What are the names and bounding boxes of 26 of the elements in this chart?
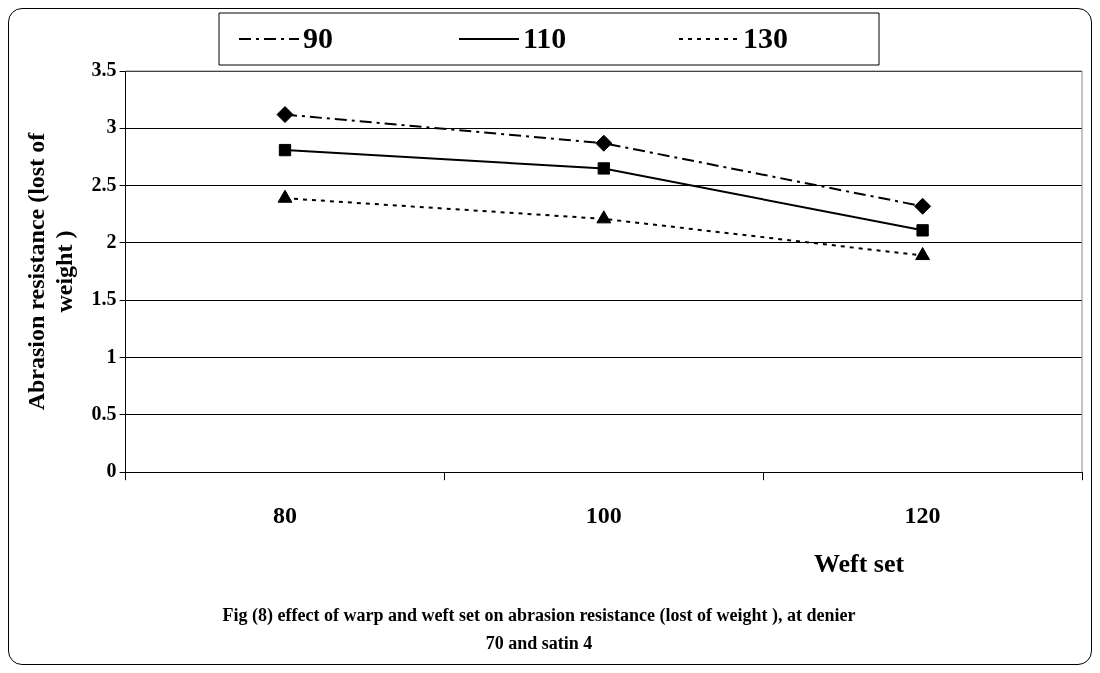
legend-label: 130 xyxy=(743,20,788,54)
legend-label: 110 xyxy=(523,20,567,54)
y-tick-label: 3 xyxy=(106,115,117,138)
point xyxy=(914,197,932,215)
y-axis-title: Abrasion resistance (lost of weight ) xyxy=(22,131,78,411)
point xyxy=(596,210,612,224)
point xyxy=(276,106,294,124)
point xyxy=(916,224,929,237)
y-tick-label: 3.5 xyxy=(91,58,117,81)
x-tick-label: 120 xyxy=(904,501,941,528)
x-tick-label: 100 xyxy=(585,501,622,528)
point xyxy=(915,247,931,261)
point xyxy=(595,134,613,152)
legend-label: 90 xyxy=(303,20,333,54)
x-axis-title: Weft set xyxy=(812,549,906,579)
x-tick-label: 80 xyxy=(273,501,297,528)
y-tick-label: 2 xyxy=(106,230,117,253)
y-tick-label: 0.5 xyxy=(91,402,117,425)
point xyxy=(277,189,293,203)
text: Fig (8) effect of warp and weft set on abrasion resistance (lost of weight ), at denier 70 and satin 4 xyxy=(221,604,857,655)
y-tick-label: 1 xyxy=(106,344,117,367)
y-tick-label: 0 xyxy=(106,459,117,482)
y-tick-label: 2.5 xyxy=(91,172,117,195)
point xyxy=(597,162,610,175)
y-tick-label: 1.5 xyxy=(91,287,117,310)
point xyxy=(278,143,292,157)
